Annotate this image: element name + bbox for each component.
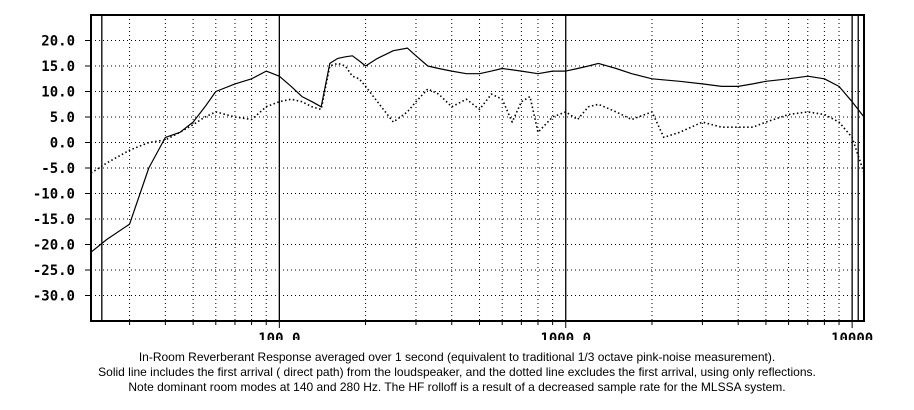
grid bbox=[91, 15, 864, 321]
y-tick-label: -20.0 bbox=[33, 238, 75, 254]
series-line-dotted bbox=[90, 62, 865, 174]
y-tick-label: 15.0 bbox=[41, 59, 75, 75]
y-tick-label: 0.0 bbox=[50, 136, 75, 152]
series-group bbox=[90, 47, 865, 253]
y-tick-label: -10.0 bbox=[33, 187, 75, 203]
plot-frame bbox=[90, 14, 865, 322]
x-tick-label: 10000 bbox=[831, 331, 873, 340]
x-tick-label: 1000.0 bbox=[540, 331, 591, 340]
caption-line-2: Solid line includes the first arrival ( … bbox=[98, 365, 816, 379]
series-line-solid bbox=[90, 47, 865, 253]
y-tick-label: -15.0 bbox=[33, 212, 75, 228]
y-tick-label: -25.0 bbox=[33, 263, 75, 279]
y-tick-label: -30.0 bbox=[33, 289, 75, 305]
y-tick-label: 5.0 bbox=[50, 110, 75, 126]
frequency-response-chart: 20.0 15.0 10.0 5.0 0.0 -5.0 -10.0 -15.0 -20.0 -25… bbox=[33, 14, 873, 340]
caption-line-3: Note dominant room modes at 140 and 280 … bbox=[128, 380, 786, 394]
x-tick-label: 100.0 bbox=[258, 331, 300, 340]
y-tick-label: -5.0 bbox=[41, 161, 75, 177]
y-tick-label: 20.0 bbox=[41, 34, 75, 50]
x-axis-ticks: 100.0 1000.0 10000 bbox=[129, 321, 873, 340]
y-tick-label: 10.0 bbox=[41, 85, 75, 101]
caption-line-1: In-Room Reverberant Response averaged ov… bbox=[138, 350, 776, 364]
y-axis-ticks: 20.0 15.0 10.0 5.0 0.0 -5.0 -10.0 -15.0 -20.0 -25… bbox=[33, 34, 91, 305]
